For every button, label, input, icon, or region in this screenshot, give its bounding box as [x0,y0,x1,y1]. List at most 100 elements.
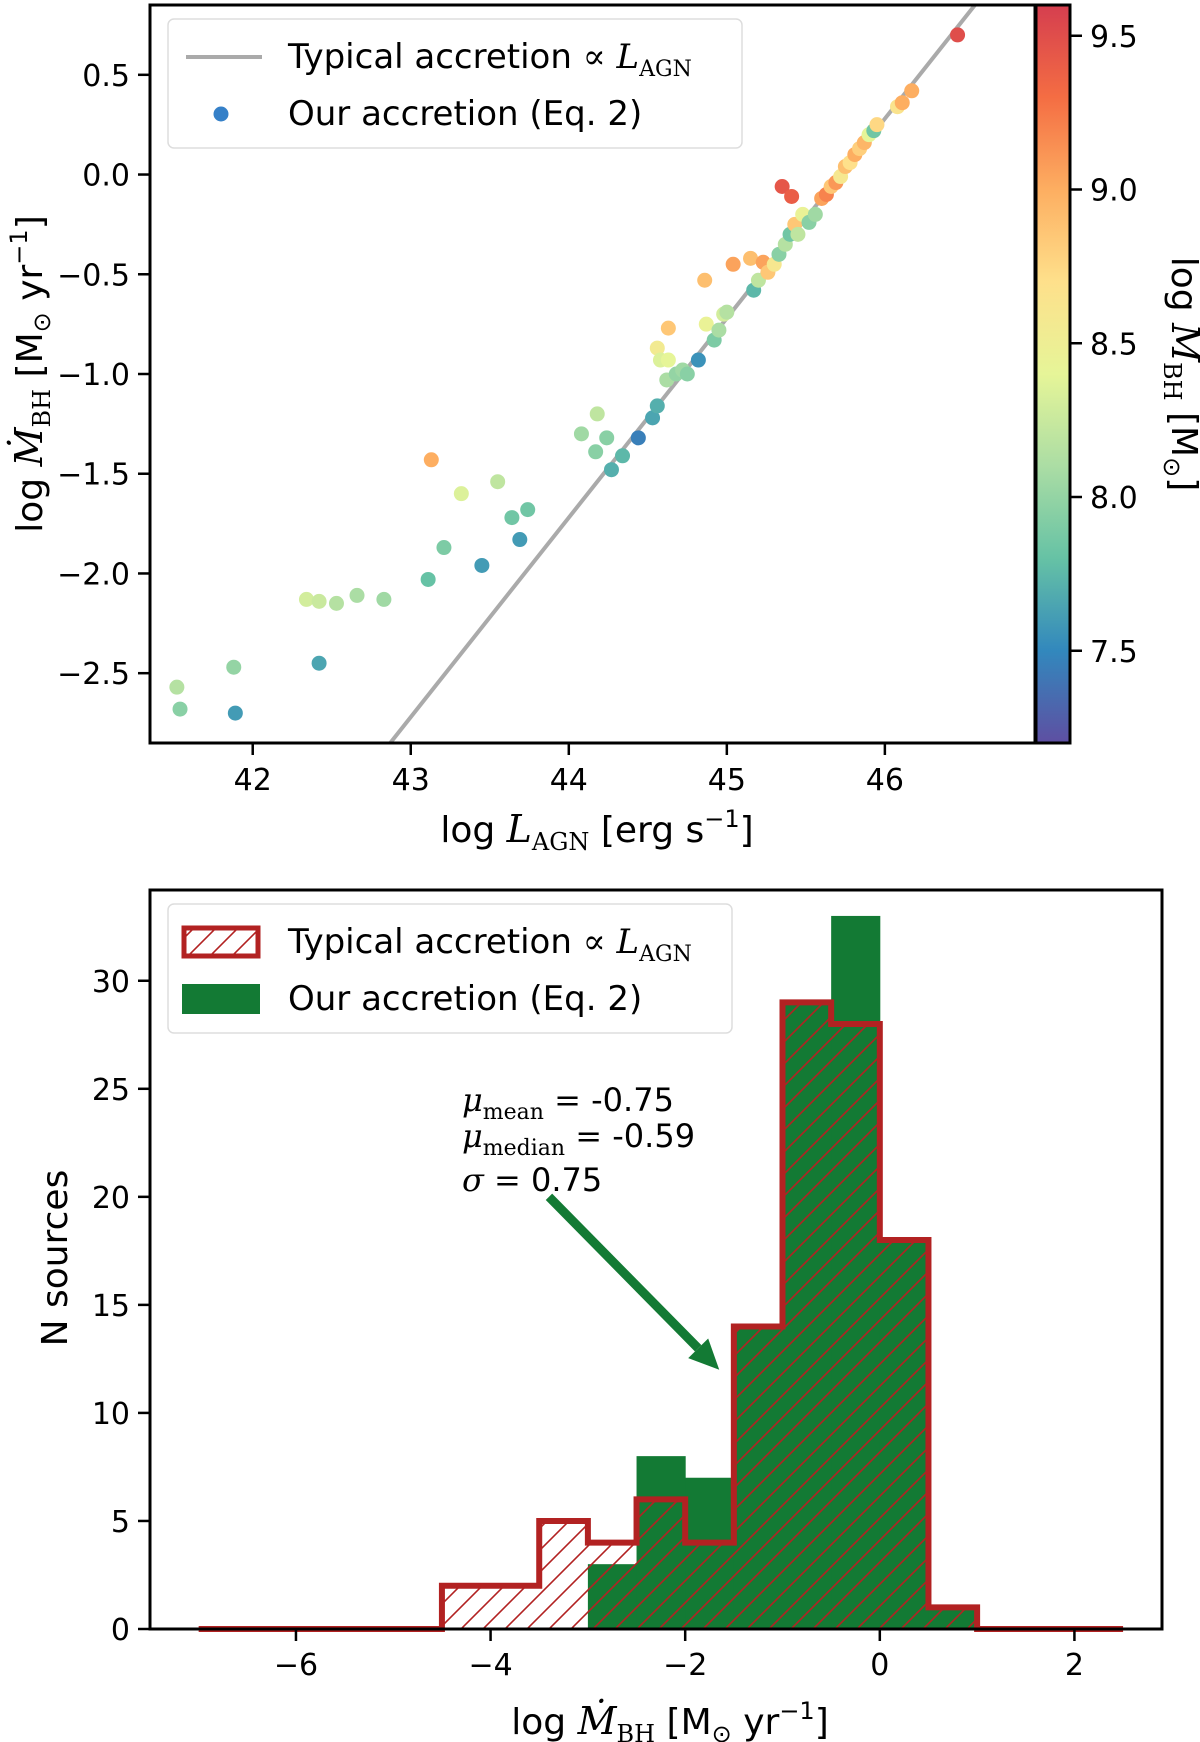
scatter-point [894,95,910,111]
typical-accretion-line [387,5,978,743]
colorbar-label: log MBH [M⊙] [1158,257,1200,492]
scatter-x-axis-label: log LAGN [erg s−1] [440,805,753,856]
scatter-point [690,352,706,368]
scatter-point [774,179,790,195]
histogram-y-tick-label: 10 [92,1397,130,1432]
scatter-point [725,256,741,272]
scatter-x-tick-label: 44 [550,763,588,798]
histogram-x-tick-label: 2 [1065,1648,1084,1683]
colorbar-tick-label: 7.5 [1090,635,1138,670]
annotation-sigma: σ = 0.75 [462,1161,602,1199]
histogram-plot-frame [148,888,1164,1631]
colorbar-ticks: 7.5 8.0 8.5 9.0 9.5 [1070,20,1138,670]
statistics-annotation: μmean = -0.75 μmedian = -0.59 σ = 0.75 [462,1081,720,1370]
scatter-point [599,430,615,446]
legend-typical-label: Typical accretion ∝ LAGN [287,37,692,82]
scatter-legend-box [167,18,743,149]
colorbar-tick-label: 9.0 [1090,174,1138,209]
annotation-arrow [545,1193,720,1370]
scatter-point [512,532,528,548]
scatter-point [227,705,243,721]
scatter-point [630,430,646,446]
legend-marker-swatch [213,106,229,122]
scatter-point [520,502,536,518]
legend-ours-label-hist: Our accretion (Eq. 2) [288,979,642,1019]
histogram-legend-box [167,903,733,1034]
annotation-mean: μmean = -0.75 [462,1081,674,1125]
scatter-point [743,250,759,266]
legend-ours-label: Our accretion (Eq. 2) [288,94,642,134]
histogram-x-tick-label: −2 [663,1648,707,1683]
scatter-point [950,27,966,43]
scatter-y-ticks: −2.5 −2.0 −1.5 −1.0 −0.5 0.0 0.5 [57,59,150,692]
scatter-y-tick-label: −1.0 [57,358,130,393]
histogram-x-axis-label: log ṀBH [M⊙ yr−1] [511,1697,829,1742]
scatter-y-tick-label: 0.0 [82,159,130,194]
histogram-y-tick-label: 5 [111,1505,130,1540]
scatter-point [420,571,436,587]
histogram-y-tick-label: 30 [92,965,130,1000]
histogram-y-axis-label: N sources [35,1170,76,1347]
histogram-x-ticks: −6 −4 −2 0 2 [274,1629,1084,1683]
scatter-point [719,304,735,320]
legend-typical-label-hist: Typical accretion ∝ LAGN [287,922,692,967]
scatter-point [649,340,665,356]
histogram-x-tick-label: 0 [870,1648,889,1683]
annotation-median: μmedian = -0.59 [462,1117,695,1161]
scatter-point [660,320,676,336]
scatter-point [490,474,506,490]
scatter-point [660,352,676,368]
histogram-y-tick-label: 25 [92,1073,130,1108]
histogram-y-ticks: 0 5 10 15 20 25 30 [92,965,150,1648]
scatter-point [349,587,365,603]
scatter-legend: Typical accretion ∝ LAGN Our accretion (… [167,18,743,149]
colorbar-tick-label: 9.5 [1090,20,1138,55]
scatter-point [172,701,188,717]
annotation-arrow-shaft [545,1193,702,1352]
scatter-point [784,188,800,204]
scatter-point [573,426,589,442]
scatter-point [328,595,344,611]
scatter-point [474,557,490,573]
scatter-y-tick-label: −0.5 [57,258,130,293]
scatter-y-tick-label: −1.5 [57,458,130,493]
colorbar: 7.5 8.0 8.5 9.0 9.5 log MBH [M⊙] [1034,3,1200,745]
histogram-x-tick-label: −6 [274,1648,318,1683]
histogram-hatch-fill [198,1002,1124,1629]
legend-hatched-swatch [181,925,261,959]
scatter-x-tick-label: 43 [392,763,430,798]
histogram-x-tick-label: −4 [468,1648,512,1683]
scatter-y-tick-label: −2.5 [57,657,130,692]
histogram-y-tick-label: 15 [92,1289,130,1324]
scatter-x-tick-label: 46 [866,763,904,798]
scatter-point [603,462,619,478]
colorbar-tick-label: 8.0 [1090,481,1138,516]
scatter-point [807,206,823,222]
scatter-point [698,316,714,332]
scatter-y-tick-label: 0.5 [82,59,130,94]
scatter-point [679,366,695,382]
legend-filled-swatch [182,984,260,1014]
scatter-point [226,659,242,675]
scatter-point [311,593,327,609]
typical-accretion-line-path [387,5,978,743]
scatter-point [649,398,665,414]
scatter-x-ticks: 42 43 44 45 46 [234,743,904,798]
scatter-point [697,272,713,288]
scatter-point [904,83,920,99]
colorbar-gradient [1036,5,1070,743]
colorbar-tick-label: 8.5 [1090,327,1138,362]
scatter-x-tick-label: 42 [234,763,272,798]
scatter-points [169,27,966,721]
scatter-point [588,444,604,460]
histogram-legend: Typical accretion ∝ LAGN Our accretion (… [167,903,733,1034]
scatter-y-axis-label: log ṀBH [M⊙ yr−1] [5,215,56,533]
scatter-point [311,655,327,671]
scatter-point [645,410,661,426]
scatter-panel: 42 43 44 45 46 −2.5 −2.0 −1.5 −1.0 −0.5 0.0 0.5 lo… [5,3,1200,856]
scatter-point [436,540,452,556]
scatter-point [376,591,392,607]
